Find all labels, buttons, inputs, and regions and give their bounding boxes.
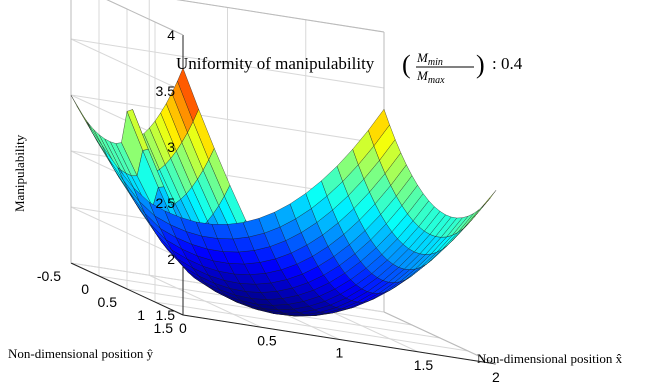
tick-labels: 1.5 2 2.5 3 3.5 4 0 0.5 1 1.5 2 -0.5 0 0.5 1 1.5 <box>37 27 500 385</box>
box-edge <box>383 311 497 365</box>
x-tick-label: 2 <box>492 369 500 385</box>
y-tick-label: 0.5 <box>98 294 118 310</box>
chart-title: Uniformity of manipulability <box>176 54 375 73</box>
title-frac-denominator: Mmax <box>416 68 445 86</box>
axis-edge-x <box>182 314 497 365</box>
surface-mesh <box>70 67 497 317</box>
z-tick-label: 2.5 <box>156 195 176 211</box>
grid-line-y-floor <box>154 301 469 352</box>
x-axis-label: Non-dimensional position x̂ <box>477 351 623 366</box>
title-frac-numerator: Mmin <box>416 50 443 68</box>
z-tick-label: 1.5 <box>156 307 176 323</box>
surface-patch <box>368 108 390 147</box>
box-edge <box>176 0 385 33</box>
title-paren-right: ) <box>476 50 485 79</box>
axis-edge-y <box>70 262 184 316</box>
title-fraction: ( Mmin Mmax ) : 0.4 <box>402 50 523 86</box>
z-tick-label: 2 <box>167 251 175 267</box>
y-tick-label: 0 <box>81 281 89 297</box>
y-axis-label: Non-dimensional position ŷ <box>8 346 154 361</box>
y-tick-label: 1.5 <box>154 320 174 336</box>
title-paren-left: ( <box>402 50 411 79</box>
x-tick-label: 0.5 <box>257 332 277 348</box>
box-edge <box>106 0 184 36</box>
x-tick-label: 1.5 <box>414 357 434 373</box>
y-tick-label: 1 <box>137 307 145 323</box>
z-tick-label: 3.5 <box>156 83 176 99</box>
surface-patch <box>70 95 93 133</box>
title-suffix: : 0.4 <box>492 54 523 73</box>
z-tick-label: 3 <box>167 139 175 155</box>
z-tick-label: 4 <box>167 27 175 43</box>
z-axis-label: Manipulability <box>12 134 27 212</box>
y-tick-label: -0.5 <box>37 268 61 284</box>
x-tick-label: 1 <box>336 345 344 361</box>
x-tick-label: 0 <box>179 320 187 336</box>
